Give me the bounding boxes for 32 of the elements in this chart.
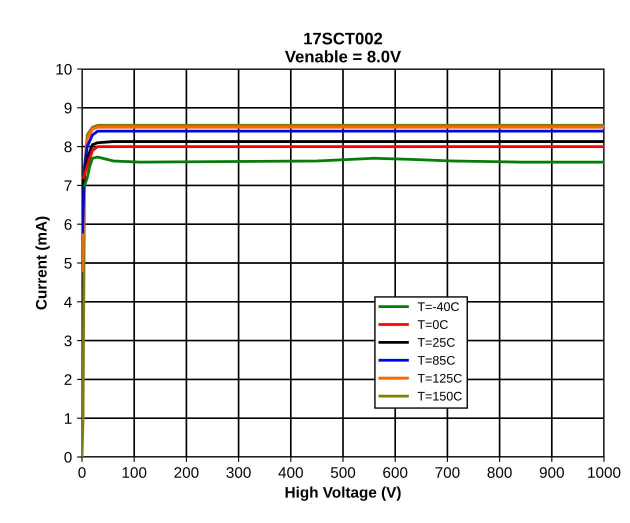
- x-tick-label: 100: [122, 467, 146, 478]
- x-tick-label: 900: [540, 467, 564, 478]
- legend-label: T=25C: [418, 338, 455, 347]
- x-tick-label: 400: [278, 467, 303, 478]
- x-tick-label: 800: [488, 467, 512, 478]
- y-tick-label: 4: [64, 296, 72, 308]
- y-tick-label: 8: [64, 141, 72, 152]
- y-axis-title: Current (mA): [35, 216, 50, 310]
- x-tick-label: 0: [78, 467, 86, 478]
- x-tick-label: 500: [330, 467, 356, 478]
- y-tick-label: 2: [64, 374, 72, 385]
- legend-label: T=-40C: [418, 302, 459, 312]
- x-tick-label: 200: [174, 467, 199, 478]
- y-tick-label: 9: [64, 102, 72, 114]
- x-tick-label: 600: [383, 467, 408, 478]
- y-tick-label: 0: [64, 452, 72, 463]
- y-tick-label: 10: [56, 64, 72, 75]
- x-tick-label: 1000: [588, 467, 620, 478]
- chart-subtitle: Venable = 8.0V: [284, 50, 402, 62]
- legend-label: T=0C: [418, 320, 448, 329]
- y-tick-label: 1: [64, 413, 72, 424]
- x-tick-label: 300: [226, 467, 251, 478]
- x-tick-label: 700: [435, 467, 460, 478]
- x-axis-title: High Voltage (V): [286, 486, 401, 501]
- y-tick-label: 5: [64, 258, 72, 269]
- legend-label: T=85C: [418, 356, 455, 365]
- legend-label: T=125C: [418, 374, 462, 383]
- chart-title: 17SCT002: [304, 32, 382, 44]
- y-tick-label: 6: [64, 219, 72, 230]
- y-tick-label: 7: [64, 180, 72, 191]
- y-tick-label: 3: [64, 335, 72, 346]
- legend-label: T=150C: [418, 392, 462, 401]
